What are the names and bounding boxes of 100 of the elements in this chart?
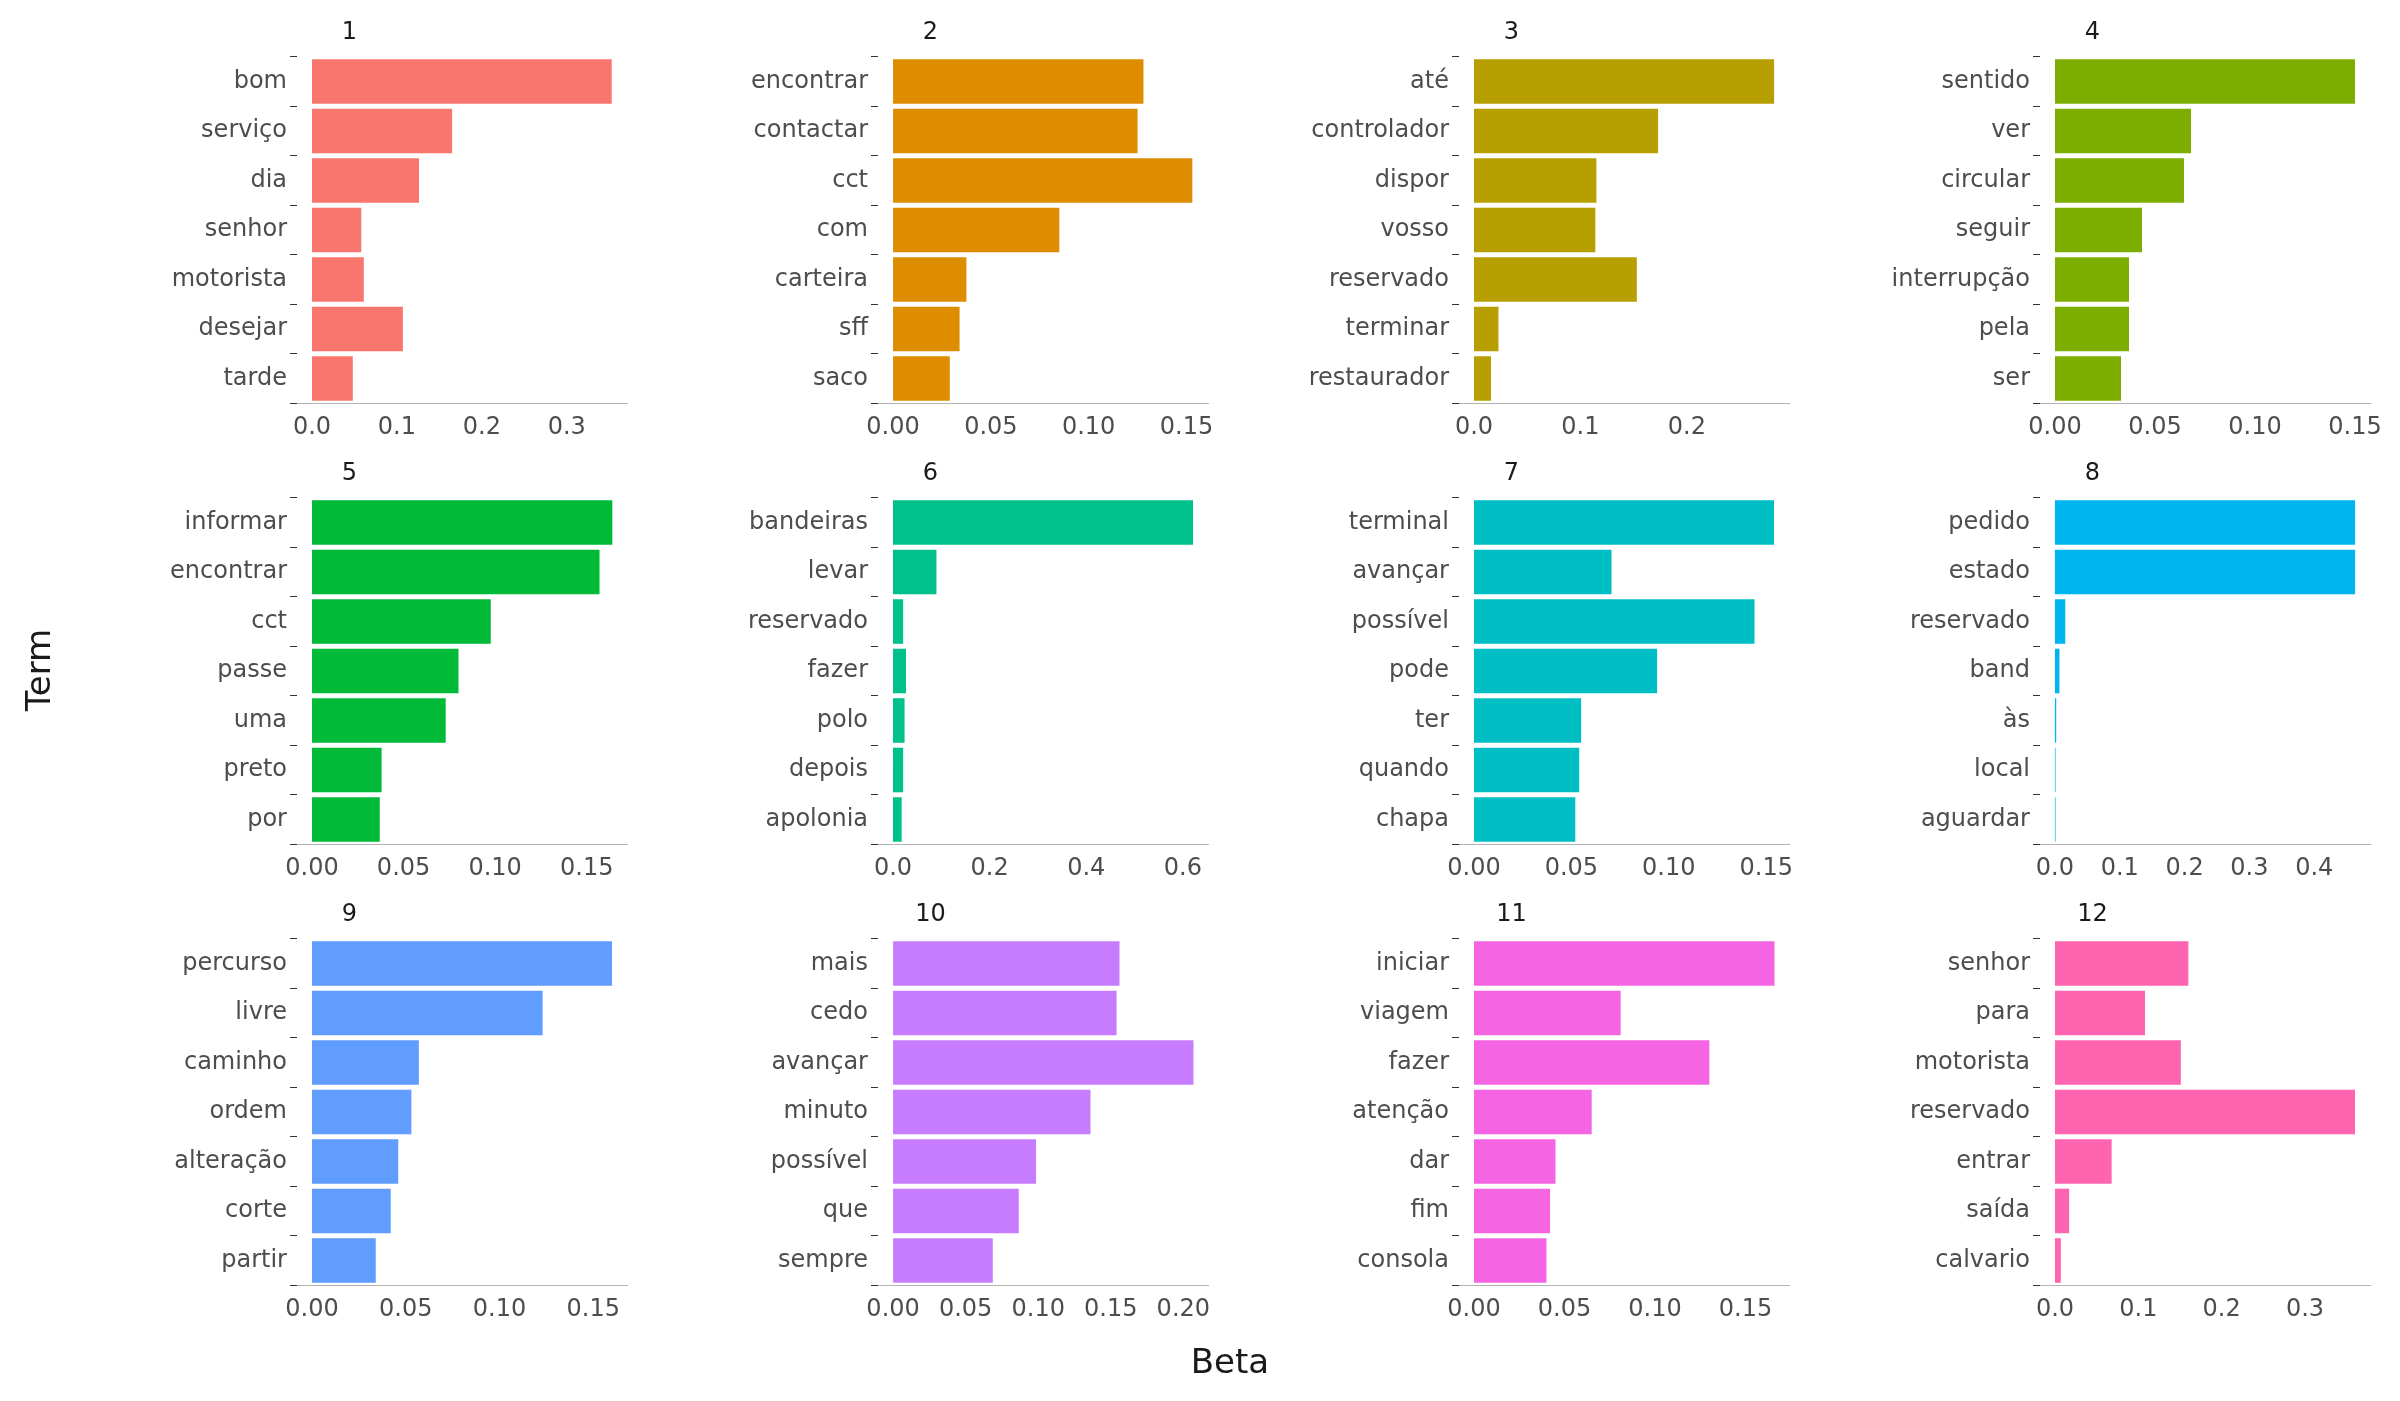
bar [2054,500,2356,545]
y-tick-label: atenção [1352,1096,1449,1125]
y-tick-label: apolonia [765,803,868,832]
chart-title: 3 [1503,16,1520,45]
y-tick-label: band [1969,655,2030,684]
y-tick-label: com [816,214,868,243]
chart-title: 7 [1503,457,1520,486]
x-tick-label: 0.10 [1628,1293,1682,1322]
y-tick-label: dar [1409,1145,1450,1174]
y-tick-label: livre [235,997,287,1026]
y-tick-label: depois [788,754,868,783]
y-tick-label: às [2002,704,2030,733]
y-tick-label: passe [217,655,287,684]
x-tick-label: 0.00 [866,411,920,440]
y-tick-label: entrar [1956,1145,2031,1174]
y-tick-label: partir [221,1244,288,1273]
bar [2055,941,2189,986]
bar [2055,1040,2181,1085]
bar [312,698,446,743]
y-tick-label: encontrar [170,556,288,585]
bar [2055,306,2129,352]
y-tick-label: senhor [204,214,288,243]
y-tick-label: aguardar [1920,803,2031,832]
x-tick-label: 0.05 [1537,1293,1592,1322]
y-tick-label: que [822,1195,868,1224]
bar [312,648,459,694]
bar [893,1139,1037,1184]
x-tick-label: 0.20 [1156,1293,1211,1322]
bar [892,549,937,595]
y-tick-label: avançar [771,1046,869,1075]
bar [1474,797,1576,842]
y-tick-label: ordem [209,1096,287,1125]
bar [893,59,1144,104]
y-tick-label: motorista [171,263,287,292]
bar [892,648,907,694]
bar [2055,59,2355,104]
bar [1474,1238,1547,1283]
x-tick-label: 0.0 [873,852,913,881]
x-tick-label: 0.6 [1163,852,1202,881]
y-tick-label: reservado [1909,1096,2030,1125]
bar [312,1238,376,1283]
bar [893,1040,1194,1085]
y-tick-label: encontrar [751,65,869,94]
bar [312,1139,399,1184]
bar [1474,207,1596,253]
bar [312,1188,391,1234]
bar [893,257,967,302]
y-axis-title: Term [18,628,58,711]
x-tick-label: 0.4 [2295,852,2334,881]
y-tick-label: caminho [183,1046,287,1075]
x-tick-label: 0.2 [2202,1293,2241,1322]
y-tick-label: controlador [1311,115,1450,144]
x-tick-label: 0.05 [376,852,431,881]
y-tick-label: ser [1992,362,2031,391]
x-tick-label: 0.00 [1447,852,1501,881]
bar [312,1089,412,1135]
bar [312,257,364,302]
y-tick-label: pedido [1948,506,2030,535]
bar [1474,941,1775,986]
bar [312,549,600,595]
chart-title: 10 [915,898,946,927]
chart-title: 2 [922,16,939,45]
y-tick-label: fazer [1388,1046,1450,1075]
y-tick-label: senhor [1947,947,2031,976]
bar [1474,108,1659,154]
y-tick-label: tarde [223,362,287,391]
bar [893,990,1117,1036]
x-tick-label: 0.0 [1454,411,1494,440]
y-tick-label: carteira [774,263,868,292]
bar [1474,549,1612,595]
chart-title: 11 [1496,898,1527,927]
bar [312,747,382,793]
x-tick-label: 0.00 [285,852,339,881]
bar [312,59,612,104]
x-tick-label: 0.3 [2285,1293,2325,1322]
bar [1474,648,1658,694]
y-tick-label: cct [832,164,868,193]
y-tick-label: por [247,803,288,832]
y-tick-label: motorista [1914,1046,2030,1075]
bar [312,797,380,842]
x-tick-label: 0.15 [559,852,614,881]
bar [1474,257,1637,302]
bar [2055,207,2142,253]
x-tick-label: 0.15 [1159,411,1214,440]
x-tick-label: 0.3 [547,411,586,440]
bar [1474,1139,1556,1184]
bar [312,990,543,1036]
y-tick-label: sempre [778,1244,868,1273]
y-tick-label: reservado [1328,263,1449,292]
x-tick-label: 0.0 [292,411,332,440]
bar [892,500,1194,545]
y-tick-label: pode [1389,655,1449,684]
x-tick-label: 0.2 [970,852,1009,881]
y-tick-label: bandeiras [749,506,868,535]
y-tick-label: avançar [1352,556,1450,585]
x-tick-label: 0.00 [285,1293,339,1322]
y-tick-label: possível [770,1145,868,1174]
bar [893,1238,993,1283]
y-tick-label: dispor [1374,164,1450,193]
x-tick-label: 0.1 [377,411,417,440]
